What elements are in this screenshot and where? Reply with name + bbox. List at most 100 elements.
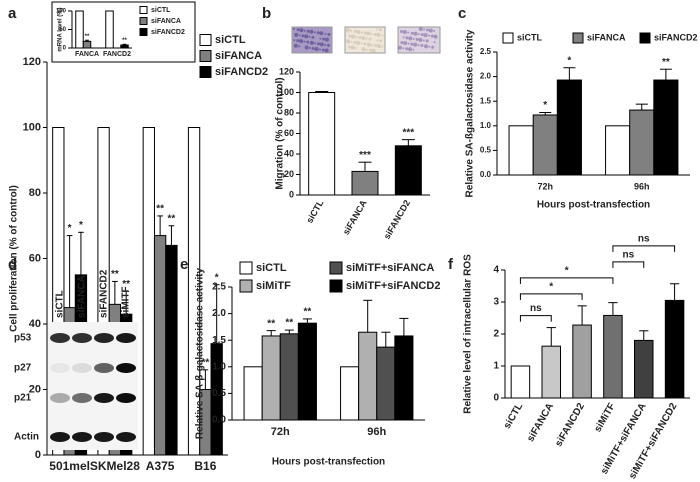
x-tick-label: siFANCD2 — [382, 198, 412, 241]
bar — [634, 339, 654, 399]
y-tick-label: 20 — [284, 169, 294, 179]
y-tick-label: 1.0 — [480, 121, 492, 130]
micrograph-dot — [311, 47, 315, 51]
micrograph-dot — [403, 41, 408, 46]
micrograph-dot — [353, 40, 357, 44]
micrograph-dot — [356, 29, 361, 34]
y-tick-label: 120 — [23, 56, 41, 68]
legend-label: siMiTF+siFANCA — [346, 262, 434, 274]
micrograph-dot — [428, 45, 431, 48]
micrograph-dot — [425, 28, 429, 32]
micrograph-dot — [348, 45, 352, 49]
y-tick-label: 2 — [493, 329, 499, 340]
micrograph-dot — [327, 32, 331, 36]
bar — [142, 127, 155, 456]
y-axis-label: Relative SA-β-galactosidase activity — [195, 267, 206, 439]
micrograph-dot — [418, 27, 423, 31]
x-tick-label: 96h — [367, 426, 386, 438]
bar — [187, 127, 201, 456]
bar — [297, 322, 317, 421]
micrograph-dot — [371, 44, 374, 47]
micrograph-dot — [345, 28, 350, 33]
blot-column-label: siMITF — [121, 286, 132, 318]
micrograph-dot — [425, 39, 429, 43]
micrograph-dot — [324, 32, 327, 35]
y-tick-label: 2.5 — [212, 282, 226, 293]
bar — [105, 10, 114, 49]
y-tick-label: 0 — [289, 189, 294, 199]
legend-label: siCTL — [517, 32, 543, 42]
legend-label: siCTL — [215, 34, 246, 46]
panel-letter: d — [8, 256, 17, 273]
micrograph-dot — [325, 37, 330, 42]
y-tick-label: 0 — [35, 449, 41, 461]
micrograph-dot — [398, 45, 402, 50]
blot-band — [116, 333, 136, 343]
micrograph-dot — [417, 33, 420, 36]
micrograph-dot — [324, 43, 327, 46]
micrograph-dot — [376, 32, 381, 37]
x-tick-label: 72h — [537, 181, 553, 191]
bar — [510, 365, 531, 399]
micrograph-dot — [358, 36, 362, 40]
legend-label: siFANCD2 — [215, 66, 268, 78]
micrograph-dot — [322, 37, 326, 41]
micrograph-dot — [299, 39, 304, 44]
bar — [541, 345, 561, 399]
legend-label: siFANCD2 — [654, 32, 698, 42]
micrograph-dot — [321, 48, 325, 52]
micrograph-dot — [407, 31, 410, 34]
micrograph-dot — [346, 39, 351, 44]
bar — [376, 346, 396, 421]
comparison-label: ns — [530, 303, 542, 314]
y-tick-label: 40 — [284, 148, 294, 158]
micrograph-dot — [408, 36, 413, 41]
legend-swatch — [329, 261, 343, 275]
micrograph-dot — [293, 28, 295, 30]
micrograph-dot — [363, 31, 367, 35]
blot-band — [116, 363, 136, 373]
legend-swatch — [329, 279, 343, 293]
legend-label: siCTL — [256, 262, 287, 274]
micrograph-dot — [355, 47, 358, 50]
x-tick-label: 72h — [271, 426, 290, 438]
y-tick-label: 3 — [493, 297, 499, 308]
micrograph-dot — [296, 28, 300, 32]
micrograph-dot — [412, 37, 415, 40]
significance: ** — [156, 204, 164, 215]
y-tick-label: 4 — [493, 265, 499, 276]
micrograph-dot — [370, 32, 373, 35]
x-axis-label: Hours post-transfection — [537, 200, 650, 211]
legend-swatch — [199, 50, 212, 62]
micrograph-dot — [319, 31, 324, 36]
bar — [664, 299, 685, 399]
micrograph-dot — [402, 47, 405, 50]
blot-column-label: siCTL — [55, 290, 66, 318]
legend-swatch — [239, 261, 253, 275]
significance: ** — [168, 213, 176, 224]
significance: * — [215, 272, 219, 283]
x-tick-label: A375 — [146, 459, 175, 473]
panel-letter: b — [262, 5, 271, 22]
legend-swatch — [139, 17, 148, 25]
legend-label: siFANCD2 — [151, 29, 185, 36]
bar — [508, 125, 534, 176]
micrograph — [344, 26, 386, 54]
micrograph-dot — [413, 42, 418, 47]
micrograph-dot — [427, 34, 430, 37]
legend-label: siCTL — [151, 7, 171, 14]
micrograph-dot — [413, 31, 418, 36]
micrograph-dot — [420, 33, 424, 37]
micrograph-dot — [363, 42, 367, 46]
y-tick-label: 0 — [493, 393, 499, 404]
bar — [279, 333, 299, 421]
blot-band — [50, 333, 70, 343]
micrograph-dot — [301, 34, 305, 38]
micrograph-dot — [428, 28, 433, 33]
y-tick-label: 0.5 — [212, 388, 226, 399]
significance: *** — [359, 150, 371, 161]
micrograph-dot — [303, 40, 306, 43]
bar — [394, 335, 414, 421]
legend-swatch — [572, 32, 584, 44]
significance: * — [543, 100, 547, 111]
